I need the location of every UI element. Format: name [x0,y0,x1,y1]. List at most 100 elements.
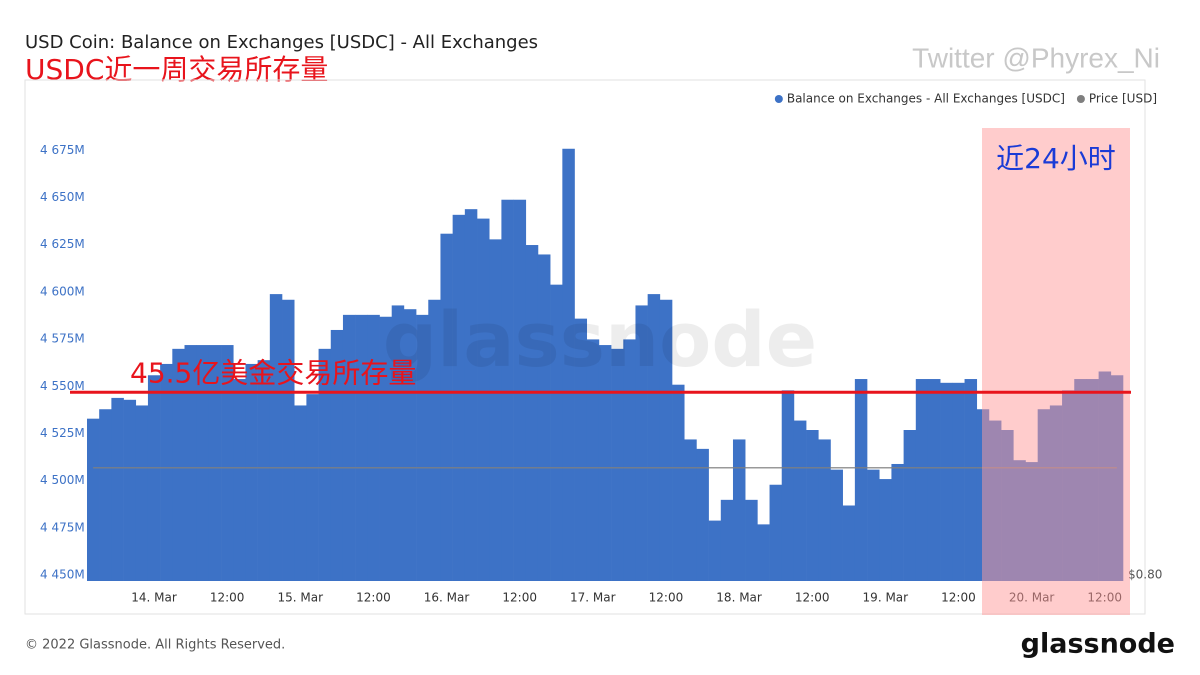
bar [708,520,722,581]
y-tick-label: 4 575M [40,332,85,346]
bar [793,420,807,581]
bar [720,499,734,581]
bar [915,379,929,581]
bar [940,382,953,581]
bar [367,314,380,581]
bar [623,339,636,581]
x-tick-label: 16. Mar [424,591,470,605]
legend-marker [774,95,783,103]
y-tick-label: 4 475M [40,520,85,534]
bar [854,379,868,581]
bar [927,379,941,581]
bar [294,405,307,581]
bar [757,524,770,581]
bar [452,214,466,581]
bar [269,294,283,581]
legend-label: Price [USD] [1089,92,1157,106]
x-tick-label: 18. Mar [716,591,762,605]
highlight-label: 近24小时 [996,142,1116,175]
bar [659,299,673,581]
bar [172,348,185,581]
y-tick-label: 4 500M [40,473,85,487]
bar [818,439,831,581]
x-tick-label: 12:00 [356,591,391,605]
x-tick-label: 17. Mar [570,591,616,605]
legend: Price [USD] Balance on Exchanges - All Ex… [774,92,1157,106]
bar [221,345,234,581]
y-tick-label: 4 600M [40,284,85,298]
bar [318,348,332,581]
bar [428,299,441,581]
x-tick-label: 15. Mar [278,591,324,605]
reference-label: 45.5亿美金交易所存量 [130,356,416,389]
bar [135,405,149,581]
y-tick-label: 4 550M [40,379,85,393]
bar [574,318,588,581]
bar [672,384,685,581]
bar [745,499,758,581]
bar [964,379,978,581]
bar [769,484,783,581]
bar [391,305,405,581]
bar [477,218,490,581]
bar [416,314,429,581]
bar [635,305,648,581]
bar [611,348,624,581]
x-tick-label: 12:00 [649,591,684,605]
y-tick-label: 4 525M [40,426,85,440]
bar [550,284,563,581]
y-tick-label: 4 650M [40,190,85,204]
bar [501,199,514,581]
bar [403,309,417,581]
x-tick-label: 19. Mar [863,591,909,605]
legend-marker [1076,95,1085,103]
bar [489,239,502,582]
bar [111,397,124,581]
bar [903,430,917,581]
highlight-region [982,128,1130,615]
bar [233,379,246,581]
bar [842,505,856,581]
y-tick-label: 4 450M [40,568,85,582]
bar [952,382,965,581]
bar [245,363,258,581]
legend-label: Balance on Exchanges - All Exchanges [US… [787,92,1065,106]
bar [586,339,600,581]
y2-tick-label: $0.80 [1128,568,1162,582]
background-watermark: glassnode [383,295,817,384]
chart-title: USD Coin: Balance on Exchanges [USDC] - … [25,32,538,53]
bar [647,294,661,581]
x-tick-label: 12:00 [502,591,537,605]
bar [123,399,137,581]
chart-frame [24,79,1146,615]
bar [355,314,368,581]
bar [342,314,356,581]
bar [306,394,319,581]
bar [464,209,478,581]
bar [513,199,527,581]
bar [440,233,453,581]
bar [282,299,295,581]
bar [257,360,271,581]
x-tick-label: 12:00 [795,591,830,605]
bar [147,375,161,581]
bar [879,479,892,581]
bar [781,390,795,581]
bar [537,254,551,581]
bar [562,148,575,581]
bar [208,345,222,581]
copyright: © 2022 Glassnode. All Rights Reserved. [25,638,285,653]
bar [184,345,197,581]
bar [598,345,612,581]
bar [525,245,539,581]
twitter-watermark: Twitter @Phyrex_Ni [912,42,1160,73]
logo: glassnode [1021,629,1175,660]
bar [867,469,880,581]
y-tick-label: 4 675M [40,143,85,157]
x-tick-label: 14. Mar [131,591,177,605]
bar [379,316,393,581]
y-tick-label: 4 625M [40,237,85,251]
bar [160,363,173,581]
bar [891,463,904,581]
